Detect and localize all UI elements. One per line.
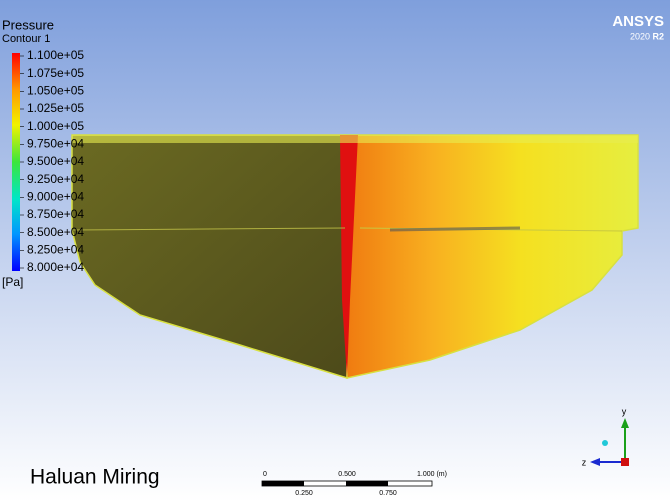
hull-right	[344, 134, 639, 379]
legend-label: 8.250e+04	[27, 243, 84, 257]
logo-name: ANSYS	[612, 13, 664, 30]
legend-label: 1.100e+05	[27, 48, 84, 62]
legend-label: 9.500e+04	[27, 154, 84, 168]
legend-label: 8.500e+04	[27, 225, 84, 239]
legend-label: 8.750e+04	[27, 207, 84, 221]
legend-label: 8.000e+04	[27, 260, 84, 274]
legend-unit: [Pa]	[2, 275, 23, 289]
triad-z-label: z	[582, 457, 587, 467]
colorbar	[12, 53, 20, 271]
legend-subtitle: Contour 1	[2, 33, 50, 45]
hull-chine	[71, 227, 346, 231]
triad-x-marker	[602, 440, 608, 446]
scale-bar-segment	[262, 481, 304, 486]
legend-label: 1.025e+05	[27, 101, 84, 115]
logo-version: 2020	[630, 31, 650, 41]
deck-edge	[72, 135, 638, 143]
scale-bar-segment	[346, 481, 388, 486]
triad-y-label: y	[622, 406, 627, 416]
legend-title: Pressure	[2, 17, 54, 32]
legend-label: 1.000e+05	[27, 119, 84, 133]
hull-seam	[340, 135, 358, 378]
logo-release: R2	[652, 31, 664, 41]
legend-label: 9.000e+04	[27, 190, 84, 204]
caption: Haluan Miring	[30, 466, 160, 489]
legend-label: 9.750e+04	[27, 137, 84, 151]
triad-origin	[621, 458, 629, 466]
scale-label: 0.500	[338, 471, 356, 478]
legend-label: 1.075e+05	[27, 66, 84, 80]
scale-label: 0	[263, 471, 267, 478]
legend-label: 1.050e+05	[27, 84, 84, 98]
legend-labels: 1.100e+05 1.075e+05 1.050e+05 1.025e+05 1.00…	[20, 48, 84, 274]
scale-label: 1.000 (m)	[417, 471, 447, 478]
scale-label: 0.750	[379, 490, 397, 497]
legend-label: 9.250e+04	[27, 172, 84, 186]
scale-label: 0.250	[295, 490, 313, 497]
hull-shadow	[389, 226, 521, 232]
triad-z-arrow	[590, 458, 600, 466]
triad-y-arrow	[621, 418, 629, 428]
